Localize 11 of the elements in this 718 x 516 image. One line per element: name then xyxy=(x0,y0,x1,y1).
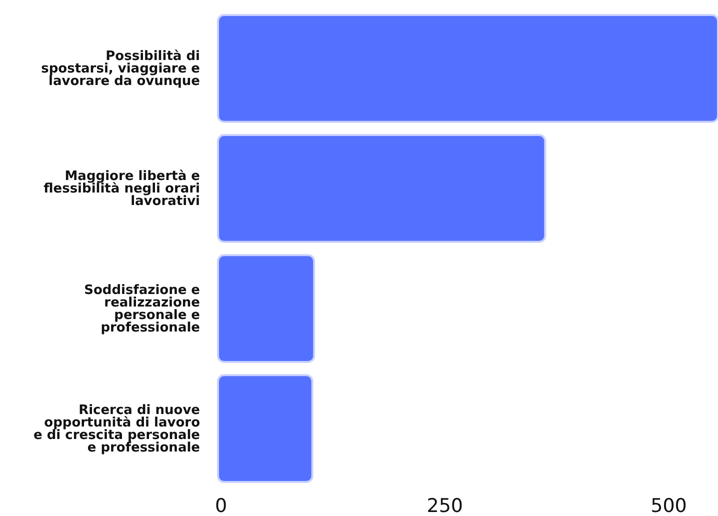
y-tick-label: Maggiore libertà e flessibilità negli orari lavorativi xyxy=(44,168,200,209)
x-tick-label: 0 xyxy=(214,495,228,516)
y-tick-label: Ricerca di nuove opportunità di lavoro e di crescita personale e professionale xyxy=(34,402,200,455)
bar xyxy=(217,14,718,123)
y-tick-label: Soddisfazione e realizzazione personale e professionale xyxy=(84,282,200,335)
x-tick-label: 500 xyxy=(650,495,687,516)
x-tick-label: 250 xyxy=(426,495,464,516)
bar xyxy=(217,134,546,243)
y-tick-label: Possibilità di spostarsi, viaggiare e lavorare da ovunque xyxy=(41,48,200,88)
bar xyxy=(217,254,316,363)
bar xyxy=(217,374,314,483)
